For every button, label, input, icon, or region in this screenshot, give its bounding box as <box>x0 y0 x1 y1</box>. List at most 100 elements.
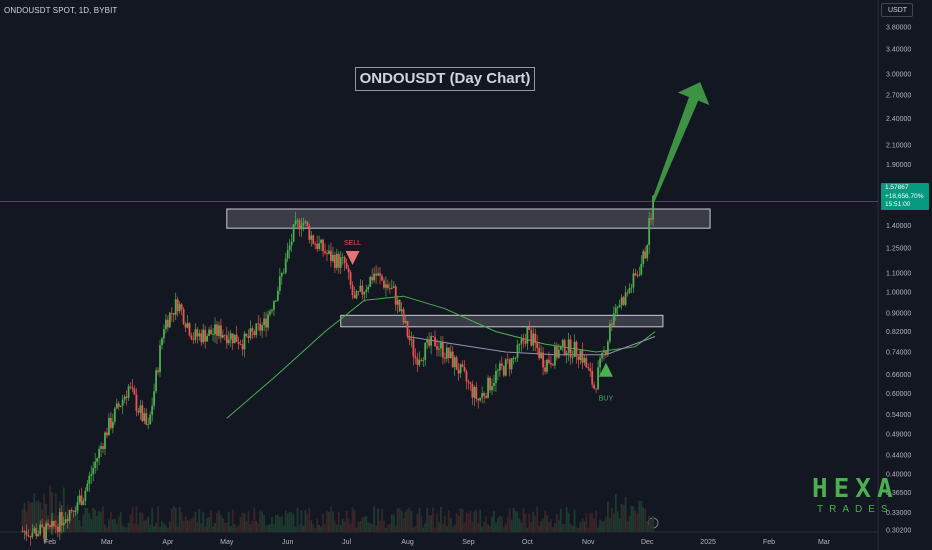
candle-body[interactable] <box>489 377 491 391</box>
candle-body[interactable] <box>125 396 128 398</box>
candle-body[interactable] <box>502 365 505 376</box>
candle-body[interactable] <box>54 526 57 527</box>
candle-body[interactable] <box>546 359 548 372</box>
candle-body[interactable] <box>573 341 576 358</box>
projection-arrow[interactable] <box>651 82 710 202</box>
candle-body[interactable] <box>620 297 623 305</box>
candle-body[interactable] <box>363 291 366 295</box>
candle-body[interactable] <box>640 263 643 275</box>
candle-body[interactable] <box>483 392 486 396</box>
candle-body[interactable] <box>188 323 191 336</box>
candle-body[interactable] <box>375 273 378 276</box>
candle-body[interactable] <box>180 304 183 310</box>
candle-body[interactable] <box>624 292 627 305</box>
candle-body[interactable] <box>135 394 138 411</box>
candle-body[interactable] <box>487 377 489 398</box>
candle-body[interactable] <box>577 356 580 360</box>
candle-body[interactable] <box>610 323 613 326</box>
candle-body[interactable] <box>500 363 503 366</box>
candle-body[interactable] <box>290 241 293 246</box>
candle-body[interactable] <box>408 336 411 341</box>
candle-body[interactable] <box>351 285 354 295</box>
candle-body[interactable] <box>133 388 136 395</box>
candle-body[interactable] <box>82 500 85 505</box>
candle-body[interactable] <box>316 243 319 249</box>
candle-body[interactable] <box>178 304 181 312</box>
candle-body[interactable] <box>286 250 289 259</box>
candle-body[interactable] <box>328 250 330 254</box>
candle-body[interactable] <box>37 533 40 537</box>
candle-body[interactable] <box>359 285 362 292</box>
candle-body[interactable] <box>428 339 431 346</box>
candle-body[interactable] <box>628 288 631 293</box>
candle-body[interactable] <box>365 289 368 292</box>
projection-arrow-shape[interactable] <box>651 82 710 202</box>
candle-body[interactable] <box>644 251 647 259</box>
candle-body[interactable] <box>593 384 596 389</box>
candle-body[interactable] <box>25 531 28 536</box>
candle-body[interactable] <box>163 329 165 339</box>
candle-body[interactable] <box>538 348 541 359</box>
candle-body[interactable] <box>618 304 621 307</box>
candle-body[interactable] <box>208 329 211 336</box>
candle-body[interactable] <box>104 432 106 449</box>
candle-body[interactable] <box>398 299 401 312</box>
candle-body[interactable] <box>58 512 61 532</box>
candle-body[interactable] <box>498 363 501 371</box>
candle-body[interactable] <box>589 368 592 372</box>
candle-body[interactable] <box>306 221 309 227</box>
candle-body[interactable] <box>536 342 539 349</box>
candle-body[interactable] <box>276 290 279 301</box>
candle-body[interactable] <box>563 340 566 355</box>
candle-body[interactable] <box>27 535 30 537</box>
candle-body[interactable] <box>155 370 157 392</box>
candle-body[interactable] <box>223 335 226 337</box>
candle-body[interactable] <box>127 386 130 398</box>
candle-body[interactable] <box>45 523 47 539</box>
candle-body[interactable] <box>459 364 462 374</box>
candle-body[interactable] <box>62 522 65 526</box>
candle-body[interactable] <box>96 458 99 462</box>
candle-body[interactable] <box>345 263 348 269</box>
candle-body[interactable] <box>119 405 122 407</box>
candle-body[interactable] <box>445 347 448 359</box>
candle-body[interactable] <box>149 414 152 425</box>
candle-body[interactable] <box>526 327 529 344</box>
candle-body[interactable] <box>622 297 625 305</box>
candle-body[interactable] <box>377 273 379 276</box>
candle-body[interactable] <box>575 341 578 357</box>
candle-body[interactable] <box>35 528 38 537</box>
candle-body[interactable] <box>80 495 83 505</box>
candle-body[interactable] <box>74 510 77 512</box>
candle-body[interactable] <box>426 339 429 343</box>
candle-body[interactable] <box>335 253 338 268</box>
candle-body[interactable] <box>206 335 209 342</box>
candle-body[interactable] <box>514 357 517 359</box>
candle-body[interactable] <box>506 359 509 361</box>
candle-body[interactable] <box>457 369 460 374</box>
candle-body[interactable] <box>504 359 507 376</box>
candle-body[interactable] <box>210 329 212 335</box>
candle-body[interactable] <box>76 502 79 511</box>
candle-body[interactable] <box>94 461 97 468</box>
candle-body[interactable] <box>467 381 470 383</box>
candle-body[interactable] <box>68 510 71 521</box>
candle-body[interactable] <box>392 286 395 288</box>
candle-body[interactable] <box>528 327 531 330</box>
candle-body[interactable] <box>257 323 260 325</box>
candle-body[interactable] <box>51 520 53 528</box>
candle-body[interactable] <box>249 328 252 339</box>
candle-body[interactable] <box>113 408 116 422</box>
candle-body[interactable] <box>241 344 244 350</box>
candle-body[interactable] <box>451 351 454 368</box>
candle-body[interactable] <box>591 371 594 385</box>
candle-body[interactable] <box>143 413 146 422</box>
candle-body[interactable] <box>583 357 586 363</box>
candle-body[interactable] <box>626 292 629 294</box>
candle-body[interactable] <box>420 359 423 361</box>
candle-body[interactable] <box>608 323 611 342</box>
candle-body[interactable] <box>227 339 230 344</box>
candle-body[interactable] <box>56 526 59 532</box>
candle-body[interactable] <box>516 344 519 358</box>
